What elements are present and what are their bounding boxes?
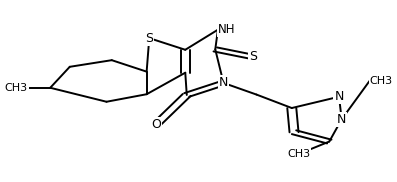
Text: N: N: [337, 113, 346, 126]
Text: NH: NH: [218, 23, 235, 36]
Text: N: N: [219, 76, 228, 89]
Text: S: S: [145, 32, 153, 45]
Text: CH3: CH3: [287, 149, 310, 159]
Text: O: O: [151, 118, 161, 131]
Text: CH3: CH3: [370, 76, 393, 86]
Text: S: S: [249, 50, 257, 64]
Text: N: N: [334, 90, 344, 103]
Text: CH3: CH3: [5, 83, 28, 93]
